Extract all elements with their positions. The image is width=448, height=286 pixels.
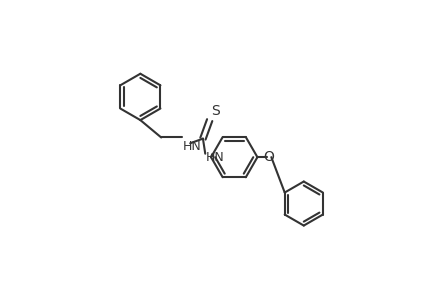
Text: HN: HN [183, 140, 202, 153]
Text: HN: HN [205, 151, 224, 164]
Text: O: O [263, 150, 275, 164]
Text: S: S [211, 104, 220, 118]
